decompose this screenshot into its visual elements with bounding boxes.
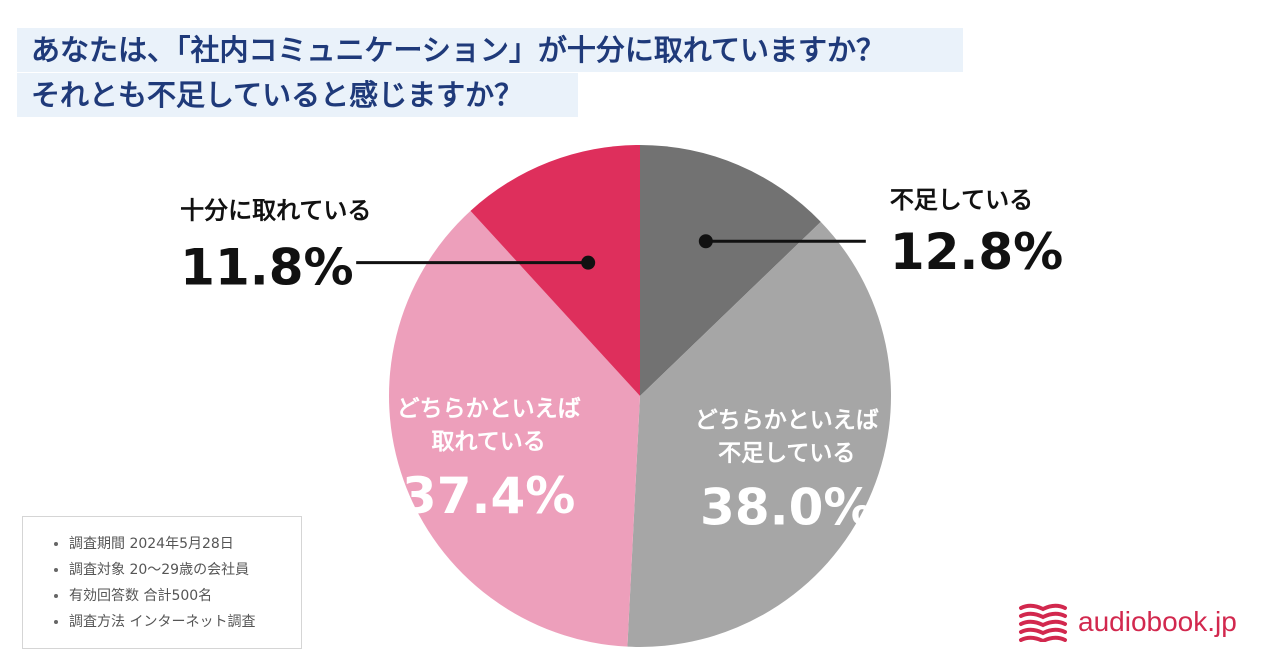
slice-label-3-line-1: どちらかといえば: [397, 396, 581, 422]
slice-label-4: 十分に取れている: [180, 197, 371, 225]
slice-value-label-2: 38.0%: [700, 478, 873, 536]
pie-slice-1: [640, 145, 821, 396]
slice-value-label-4: 11.8%: [180, 239, 353, 297]
pie-slice-2: [627, 221, 892, 647]
chart-title-line-2: それとも不足していると感じますか？: [17, 73, 578, 117]
pie-slice-4: [470, 145, 640, 396]
slice-label-1: 不足している: [890, 186, 1033, 214]
slice-value-label-1: 12.8%: [890, 223, 1063, 281]
audiobook-logo-icon: [1019, 603, 1067, 642]
pie-slice-3: [388, 210, 640, 647]
slice-label-2-line-2: 不足している: [718, 440, 855, 466]
chart-title-line-1: あなたは、「社内コミュニケーション」が十分に取れていますか？: [17, 28, 963, 72]
survey-info-responses: 有効回答数 合計500名: [69, 583, 301, 609]
slice-value-label-3: 37.4%: [402, 467, 575, 525]
slice-label-2-line-1: どちらかといえば: [695, 407, 879, 433]
brand-name: audiobook.jp: [1078, 606, 1237, 637]
survey-info-period: 調査期間 2024年5月28日: [69, 531, 301, 557]
callout-dot-1: [698, 234, 713, 249]
survey-info-target: 調査対象 20〜29歳の会社員: [69, 557, 301, 583]
survey-info-method: 調査方法 インターネット調査: [69, 609, 301, 635]
slice-label-3-line-2: 取れている: [432, 429, 546, 455]
survey-info-box: 調査期間 2024年5月28日 調査対象 20〜29歳の会社員 有効回答数 合計…: [22, 516, 302, 649]
brand-logo: audiobook.jp: [1018, 600, 1268, 644]
callout-dot-4: [581, 255, 596, 270]
